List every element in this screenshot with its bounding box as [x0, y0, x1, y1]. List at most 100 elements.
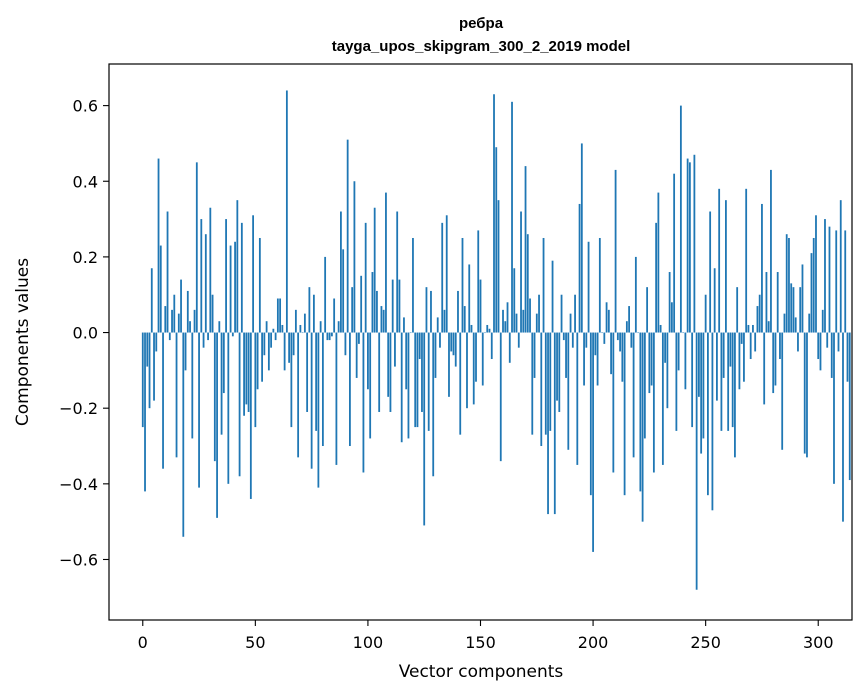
bar — [335, 332, 338, 465]
bar — [403, 317, 405, 333]
bar — [148, 332, 151, 409]
bar — [684, 332, 687, 390]
bar — [639, 332, 642, 492]
bar — [238, 332, 241, 477]
bar — [391, 279, 394, 333]
bar — [193, 309, 196, 333]
bar — [655, 222, 658, 333]
bar — [846, 332, 849, 382]
bar — [495, 147, 498, 333]
bar — [812, 237, 815, 333]
bar — [182, 332, 185, 537]
bar — [517, 332, 520, 348]
bar — [468, 264, 471, 333]
bar — [493, 94, 495, 333]
bar — [607, 309, 610, 333]
bar — [243, 332, 245, 416]
bar — [261, 332, 263, 382]
bar — [398, 279, 401, 333]
bar — [720, 332, 723, 431]
bar — [758, 294, 761, 333]
bar — [216, 332, 218, 518]
bar — [704, 294, 707, 333]
bar — [211, 294, 214, 333]
bar — [373, 207, 376, 333]
bar — [270, 332, 273, 348]
bar — [693, 154, 696, 333]
bar — [481, 332, 484, 386]
bar — [664, 332, 667, 363]
bar — [430, 290, 432, 333]
bar — [686, 158, 689, 333]
bar — [412, 237, 414, 333]
bar — [729, 332, 732, 367]
bar — [141, 332, 144, 428]
bar — [247, 332, 250, 412]
bar — [698, 332, 700, 397]
bar — [508, 332, 511, 363]
bar — [461, 237, 464, 333]
bar — [315, 332, 318, 431]
bar — [285, 90, 288, 333]
bar — [736, 287, 739, 333]
bar — [177, 313, 180, 333]
bar — [272, 328, 275, 333]
bar — [150, 268, 153, 333]
bar — [511, 101, 513, 333]
bar — [225, 219, 227, 333]
bar — [279, 298, 282, 333]
bar — [344, 332, 347, 356]
x-tick-label: 0 — [138, 633, 148, 652]
bar — [342, 249, 345, 333]
bar — [407, 332, 410, 439]
bar — [659, 324, 662, 333]
y-axis-label: Components values — [13, 258, 33, 426]
bar — [565, 332, 567, 378]
bar — [198, 332, 200, 488]
bar — [765, 272, 768, 333]
bar — [144, 332, 146, 492]
bar — [641, 332, 644, 522]
y-tick-label: −0.2 — [59, 399, 98, 418]
bar — [776, 272, 779, 333]
bar — [806, 332, 808, 458]
bar — [628, 306, 630, 333]
bar — [497, 200, 500, 333]
bar — [691, 332, 694, 428]
bar — [819, 332, 822, 371]
bar — [276, 298, 279, 333]
bar — [707, 332, 709, 496]
bar — [772, 332, 775, 394]
x-tick-label: 200 — [578, 633, 609, 652]
bar — [427, 332, 430, 431]
bar — [479, 279, 482, 333]
bar — [677, 332, 680, 371]
bar — [797, 332, 799, 352]
bar — [544, 332, 547, 435]
bar — [360, 275, 363, 333]
bar — [571, 332, 574, 348]
bar — [526, 234, 529, 333]
bar — [490, 332, 493, 360]
bar — [267, 332, 270, 371]
bar — [646, 287, 649, 333]
bar — [815, 215, 817, 333]
bar — [416, 332, 419, 428]
bar — [779, 332, 781, 360]
bar — [328, 332, 331, 341]
bar — [538, 294, 540, 333]
bar — [346, 139, 349, 333]
x-tick-label: 50 — [245, 633, 265, 652]
bar — [382, 309, 385, 333]
bar — [294, 309, 297, 333]
bar — [477, 230, 480, 333]
y-tick-label: −0.6 — [59, 550, 98, 569]
bar — [394, 332, 396, 367]
x-axis-ticks: 0 50 100 150 200 250 300 — [138, 620, 834, 652]
bar — [303, 313, 306, 333]
bar — [670, 302, 673, 333]
bar — [583, 332, 585, 386]
bar — [340, 211, 342, 333]
bar — [281, 324, 284, 333]
bar — [254, 332, 257, 428]
